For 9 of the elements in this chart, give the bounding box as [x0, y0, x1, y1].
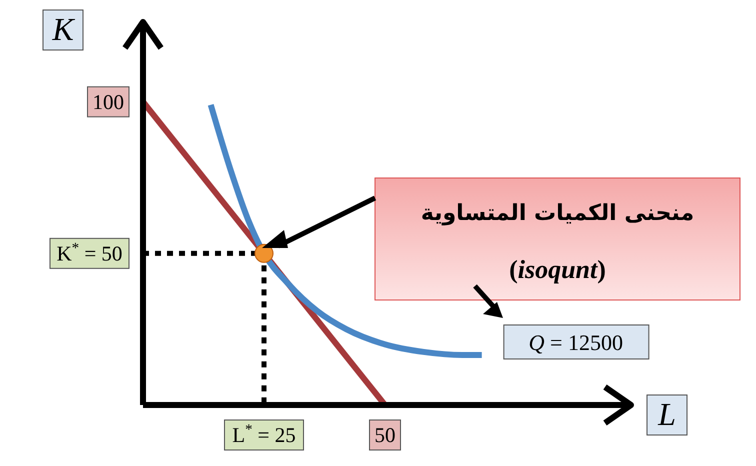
annotation: (isoqunt): [509, 255, 606, 284]
x-tick-label: L$^{*}$ = 25: [232, 422, 296, 447]
x-tick-label: 50: [374, 423, 396, 447]
annotation: Q = 12500: [528, 330, 623, 355]
y-axis-title: K: [51, 11, 76, 47]
x-axis-title: L: [657, 396, 676, 432]
y-tick-label: 100: [92, 90, 124, 114]
y-tick-label: K$^{*}$ = 50: [56, 240, 122, 266]
annotation: منحنى الكميات المتساوية: [420, 201, 694, 226]
